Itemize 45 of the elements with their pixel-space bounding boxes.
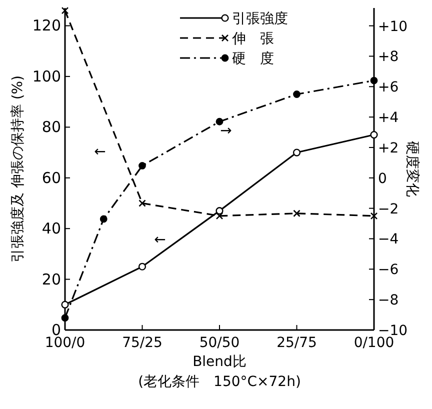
text: (老化条件 150°C×72h) bbox=[138, 374, 301, 390]
point bbox=[216, 118, 224, 126]
point bbox=[61, 300, 69, 308]
legend-label: 硬 度 bbox=[232, 51, 274, 67]
point bbox=[138, 200, 146, 207]
y2-tick-label: −2 bbox=[378, 201, 399, 218]
point bbox=[293, 210, 300, 218]
point bbox=[61, 314, 69, 322]
legend-label: 伸 張 bbox=[231, 31, 274, 47]
y2-tick-label: +10 bbox=[378, 18, 408, 35]
y-axis-title: 引張強度及 伸張の保持率 (%) bbox=[10, 75, 26, 263]
point bbox=[216, 212, 224, 220]
y-tick-label: 40 bbox=[42, 220, 61, 238]
x-tick-label: 0/100 bbox=[354, 335, 394, 351]
x-axis-title: Blend比 bbox=[192, 354, 246, 370]
annotation: → bbox=[220, 123, 232, 139]
y-tick-label: 80 bbox=[42, 118, 61, 136]
x-tick-label: 100/0 bbox=[44, 335, 86, 351]
point bbox=[370, 212, 378, 220]
annotation: ← bbox=[154, 232, 166, 248]
y2-tick-label: +6 bbox=[378, 80, 399, 96]
y2-tick-label: −4 bbox=[378, 232, 399, 248]
x-tick-label: 25/75 bbox=[276, 335, 317, 351]
y-tick-label: 60 bbox=[42, 168, 61, 187]
legend-label: 引張強度 bbox=[232, 11, 288, 27]
x-tick-label: 75/25 bbox=[122, 335, 162, 351]
point bbox=[293, 90, 300, 98]
y2-axis-title: 硬度変化 bbox=[404, 141, 420, 197]
y-tick-label: 100 bbox=[32, 67, 61, 86]
y-tick-label: 20 bbox=[42, 270, 61, 288]
y2-tick-label: −8 bbox=[378, 292, 399, 309]
point bbox=[100, 215, 108, 223]
y-tick-label: 120 bbox=[32, 16, 61, 35]
y2-tick-label: +2 bbox=[378, 140, 399, 156]
point bbox=[138, 262, 146, 270]
annotation: ← bbox=[94, 144, 106, 160]
y2-tick-label: +8 bbox=[378, 49, 399, 66]
x-tick-label: 50/50 bbox=[199, 335, 240, 351]
point bbox=[370, 76, 378, 84]
y2-tick-label: +4 bbox=[378, 110, 399, 126]
y2-tick-label: −6 bbox=[378, 262, 399, 278]
point bbox=[138, 162, 146, 170]
point bbox=[292, 148, 301, 156]
point bbox=[370, 130, 378, 139]
y2-tick-label: 0 bbox=[378, 170, 387, 187]
